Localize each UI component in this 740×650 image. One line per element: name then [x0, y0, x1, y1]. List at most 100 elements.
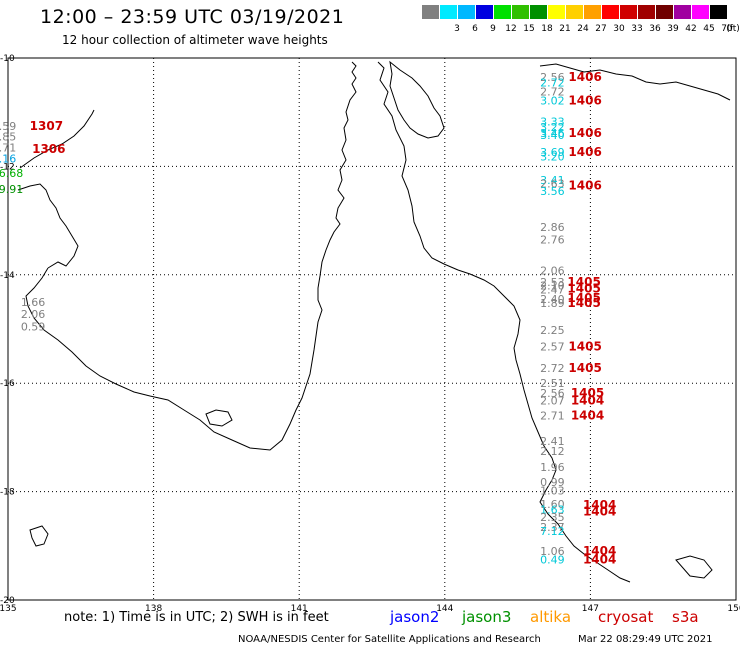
- wave-height-value: 2.37: [540, 521, 565, 534]
- scale-swatch: [692, 5, 709, 19]
- scale-label: 6: [472, 24, 478, 34]
- observation-time: 1404: [571, 409, 604, 423]
- coastline-cape-york: [25, 61, 357, 451]
- observation-time: 1405: [567, 275, 600, 289]
- wave-height-value: 2.41: [540, 435, 565, 448]
- wave-height-value: 3.69: [540, 146, 565, 159]
- scale-swatch: [422, 5, 439, 19]
- wave-height-value: 2.85: [0, 131, 16, 144]
- scale-swatch: [584, 5, 601, 19]
- coastline-east: [377, 61, 631, 583]
- scale-swatch: [620, 5, 637, 19]
- footer-note: note: 1) Time is in UTC; 2) SWH is in fe…: [64, 610, 329, 625]
- coastline-island-w: [29, 525, 49, 547]
- observation-time: 1405: [567, 291, 600, 305]
- coastline-northeast: [539, 63, 731, 101]
- wave-height-value: 2.71: [540, 410, 565, 423]
- satellite-s3a: s3a: [672, 608, 699, 626]
- coastline-island-e: [675, 555, 713, 579]
- scale-swatch: [656, 5, 673, 19]
- scale-label: 70: [721, 24, 733, 34]
- wave-height-value: 1.66: [21, 296, 46, 309]
- scale-label: 39: [667, 24, 679, 34]
- scale-swatch: [710, 5, 727, 19]
- coastline-island-nw: [19, 109, 95, 169]
- wave-height-value: 2.63: [540, 178, 565, 191]
- observation-time: 1406: [568, 178, 601, 192]
- wave-height-value: 1.89: [540, 297, 565, 310]
- map-subtitle: 12 hour collection of altimeter wave hei…: [62, 33, 328, 47]
- observation-time: 1406: [568, 145, 601, 159]
- scale-label: 36: [649, 24, 661, 34]
- lon-tick-label: 138: [145, 604, 162, 614]
- observation-time: 1307: [30, 119, 63, 133]
- wave-height-value: 3.46: [540, 127, 565, 140]
- wave-height-value: 2.06: [21, 308, 46, 321]
- wave-height-value: 3.02: [540, 94, 565, 107]
- wave-height-value: 2.72: [540, 362, 565, 375]
- scale-label: 30: [613, 24, 625, 34]
- observation-time: 1406: [568, 70, 601, 84]
- wave-height-value: 2.35: [540, 511, 565, 524]
- scale-label: 15: [523, 24, 535, 34]
- axis-labels: 135 138 141 144 147 150 -10 -12 -14 -16 -18 -20: [0, 54, 740, 614]
- wave-height-value: 2.47: [540, 283, 565, 296]
- scale-swatch: [512, 5, 529, 19]
- satellite-altika: altika: [530, 608, 572, 626]
- scale-swatch: [494, 5, 511, 19]
- observation-time: 1405: [567, 281, 600, 295]
- observation-time: 1404: [571, 394, 604, 408]
- scale-unit-label: (ft): [726, 24, 740, 34]
- lat-tick-label: -14: [0, 271, 15, 281]
- scale-label: 33: [631, 24, 643, 34]
- wave-height-value: 1.03: [540, 485, 565, 498]
- lon-tick-label: 141: [291, 604, 308, 614]
- wave-height-value: 2.57: [540, 340, 565, 353]
- scale-swatch: [440, 5, 457, 19]
- scale-swatch: [566, 5, 583, 19]
- scale-label: 45: [703, 24, 715, 34]
- wave-height-value: 3.20: [540, 151, 565, 164]
- wave-height-value: 8.16: [0, 152, 16, 165]
- wave-height-value: 2.25: [540, 324, 565, 337]
- wave-height-value: 2.72: [540, 86, 565, 99]
- coastline-island-small: [205, 409, 233, 427]
- scale-label: 27: [595, 24, 607, 34]
- wave-height-value: 2.71: [0, 141, 16, 154]
- wave-height-value: 16.68: [0, 167, 23, 180]
- scale-label: 42: [685, 24, 697, 34]
- footer-timestamp: Mar 22 08:29:49 UTC 2021: [578, 634, 713, 645]
- observation-time: 1406: [568, 126, 601, 140]
- scale-label: 12: [505, 24, 517, 34]
- scale-label: 24: [577, 24, 589, 34]
- wave-height-value: 0.99: [540, 476, 565, 489]
- scale-swatch: [530, 5, 547, 19]
- wave-height-value: 2.76: [540, 234, 565, 247]
- wave-height-value: 0.49: [540, 553, 565, 566]
- footer-credit: NOAA/NESDIS Center for Satellite Applica…: [238, 634, 541, 645]
- lon-tick-label: 150: [727, 604, 740, 614]
- scale-swatch: [638, 5, 655, 19]
- observation-time: 1306: [32, 142, 65, 156]
- observation-time: 1406: [568, 93, 601, 107]
- wave-height-value: 2.40: [540, 293, 565, 306]
- lat-tick-label: -16: [0, 379, 15, 389]
- lat-tick-label: -12: [0, 162, 15, 172]
- wave-height-value: 19.91: [0, 183, 23, 196]
- wave-height-value: 2.86: [540, 221, 565, 234]
- satellite-jason2: jason2: [390, 608, 440, 626]
- observation-time: 1405: [571, 386, 604, 400]
- scale-label: 18: [541, 24, 553, 34]
- wave-height-value: 2.07: [540, 395, 565, 408]
- lon-tick-label: 147: [582, 604, 599, 614]
- wave-height-value: 2.51: [540, 377, 565, 390]
- observation-time: 1405: [567, 296, 600, 310]
- wave-height-value: 7.12: [540, 525, 565, 538]
- wave-height-observations: 2.562.722.723.023.333.223.463.403.693.20…: [0, 70, 616, 566]
- wave-height-value: 2.53: [540, 276, 565, 289]
- scale-swatch: [602, 5, 619, 19]
- scale-swatch: [458, 5, 475, 19]
- coastline: [17, 60, 731, 583]
- scale-label: 21: [559, 24, 571, 34]
- wave-height-value: 3.56: [540, 185, 565, 198]
